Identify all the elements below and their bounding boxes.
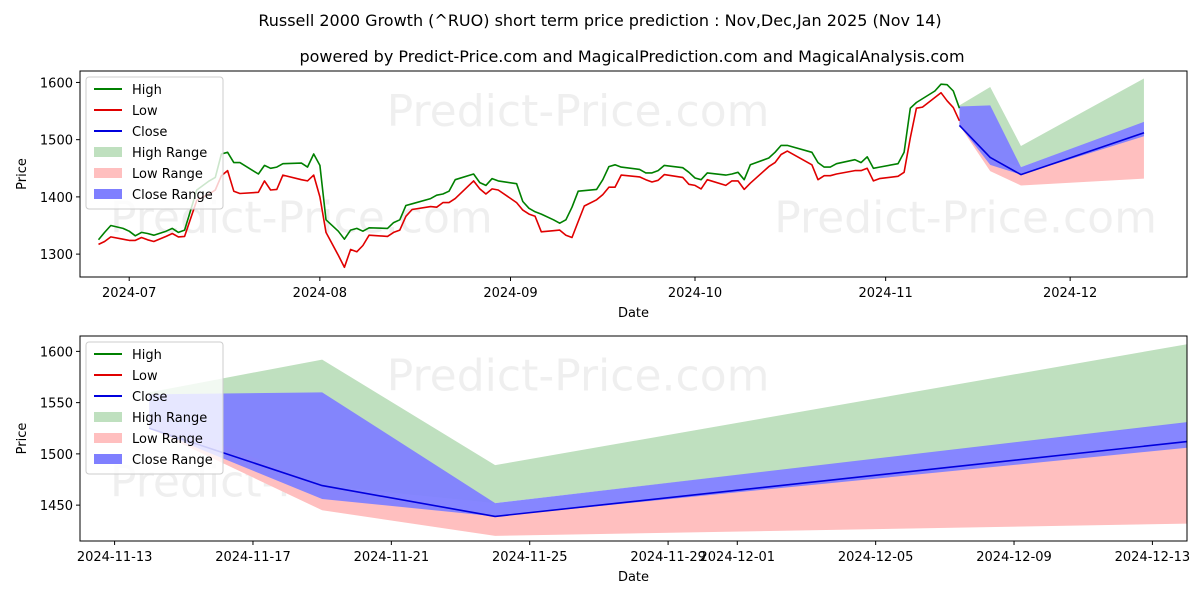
bottom-y-tick-label: 1500 (40, 448, 73, 463)
bottom-x-tick-label: 2024-12-01 (700, 550, 776, 565)
bottom-plot-area (148, 344, 1187, 536)
top-legend-swatch-close-range (94, 189, 122, 199)
bottom-legend-label: Low Range (132, 432, 203, 447)
top-close-line (958, 124, 1145, 176)
top-legend-swatch-high-range (94, 147, 122, 157)
top-legend: High Low Close High Range Low Range Close Ran… (85, 76, 224, 210)
top-x-axis-label: Date (618, 306, 649, 321)
bottom-legend-swatch-low-range (94, 433, 122, 443)
bottom-x-tick-label: 2024-11-29 (630, 550, 706, 565)
bottom-legend-label: Close (132, 390, 167, 405)
bottom-y-axis-label: Price (15, 423, 30, 455)
bottom-close-line (148, 427, 1187, 518)
bottom-legend-label: High (132, 348, 162, 363)
bottom-x-axis-label: Date (618, 570, 649, 585)
top-legend-label: High (132, 83, 162, 98)
top-x-tick-label: 2024-09 (483, 286, 537, 301)
top-axes-frame (79, 70, 1188, 278)
bottom-panel: Predict-Price.comPredict-Price.comPredic… (15, 335, 1191, 585)
top-x-tick-label: 2024-12 (1043, 286, 1097, 301)
top-legend-label: Low Range (132, 167, 203, 182)
top-watermark: Predict-Price.com (387, 86, 770, 137)
top-legend-label: Close (132, 125, 167, 140)
bottom-x-tick-label: 2024-12-13 (1115, 550, 1191, 565)
top-y-tick-label: 1600 (40, 76, 73, 91)
bottom-legend-swatch-close-range (94, 454, 122, 464)
top-x-tick-label: 2024-10 (668, 286, 722, 301)
bottom-legend: High Low Close High Range Low Range Close Ran… (85, 341, 224, 475)
bottom-x-tick-label: 2024-11-17 (215, 550, 291, 565)
bottom-x-tick-label: 2024-12-09 (976, 550, 1052, 565)
bottom-close-range-band (149, 392, 1187, 517)
top-close-range-band (959, 105, 1144, 175)
top-legend-label: Close Range (132, 188, 213, 203)
bottom-watermark: Predict-Price.com (387, 351, 770, 402)
top-y-tick-label: 1300 (40, 248, 73, 263)
top-y-tick-label: 1500 (40, 134, 73, 149)
chart-subtitle: powered by Predict-Price.com and Magical… (299, 47, 964, 66)
bottom-x-tick-label: 2024-11-21 (354, 550, 430, 565)
bottom-y-tick-label: 1550 (40, 397, 73, 412)
bottom-axes-frame (79, 335, 1188, 542)
bottom-x-tick-label: 2024-11-25 (492, 550, 568, 565)
top-legend-label: Low (132, 104, 158, 119)
top-x-tick-label: 2024-08 (293, 286, 347, 301)
top-legend-label: High Range (132, 146, 207, 161)
top-low-line (98, 91, 961, 269)
bottom-legend-label: High Range (132, 411, 207, 426)
bottom-y-tick-label: 1600 (40, 345, 73, 360)
bottom-legend-label: Close Range (132, 453, 213, 468)
top-high-line (97, 83, 961, 241)
top-watermark: Predict-Price.com (774, 193, 1157, 244)
bottom-legend-swatch-high-range (94, 412, 122, 422)
top-legend-swatch-low-range (94, 168, 122, 178)
top-x-tick-label: 2024-07 (102, 286, 156, 301)
chart-title: Russell 2000 Growth (^RUO) short term pr… (258, 11, 941, 30)
bottom-y-tick-label: 1450 (40, 499, 73, 514)
bottom-x-tick-label: 2024-12-05 (838, 550, 914, 565)
top-y-tick-label: 1400 (40, 191, 73, 206)
bottom-legend-label: Low (132, 369, 158, 384)
top-plot-area (97, 78, 1145, 269)
bottom-x-tick-label: 2024-11-13 (77, 550, 153, 565)
top-y-axis-label: Price (15, 158, 30, 190)
top-x-tick-label: 2024-11 (858, 286, 912, 301)
